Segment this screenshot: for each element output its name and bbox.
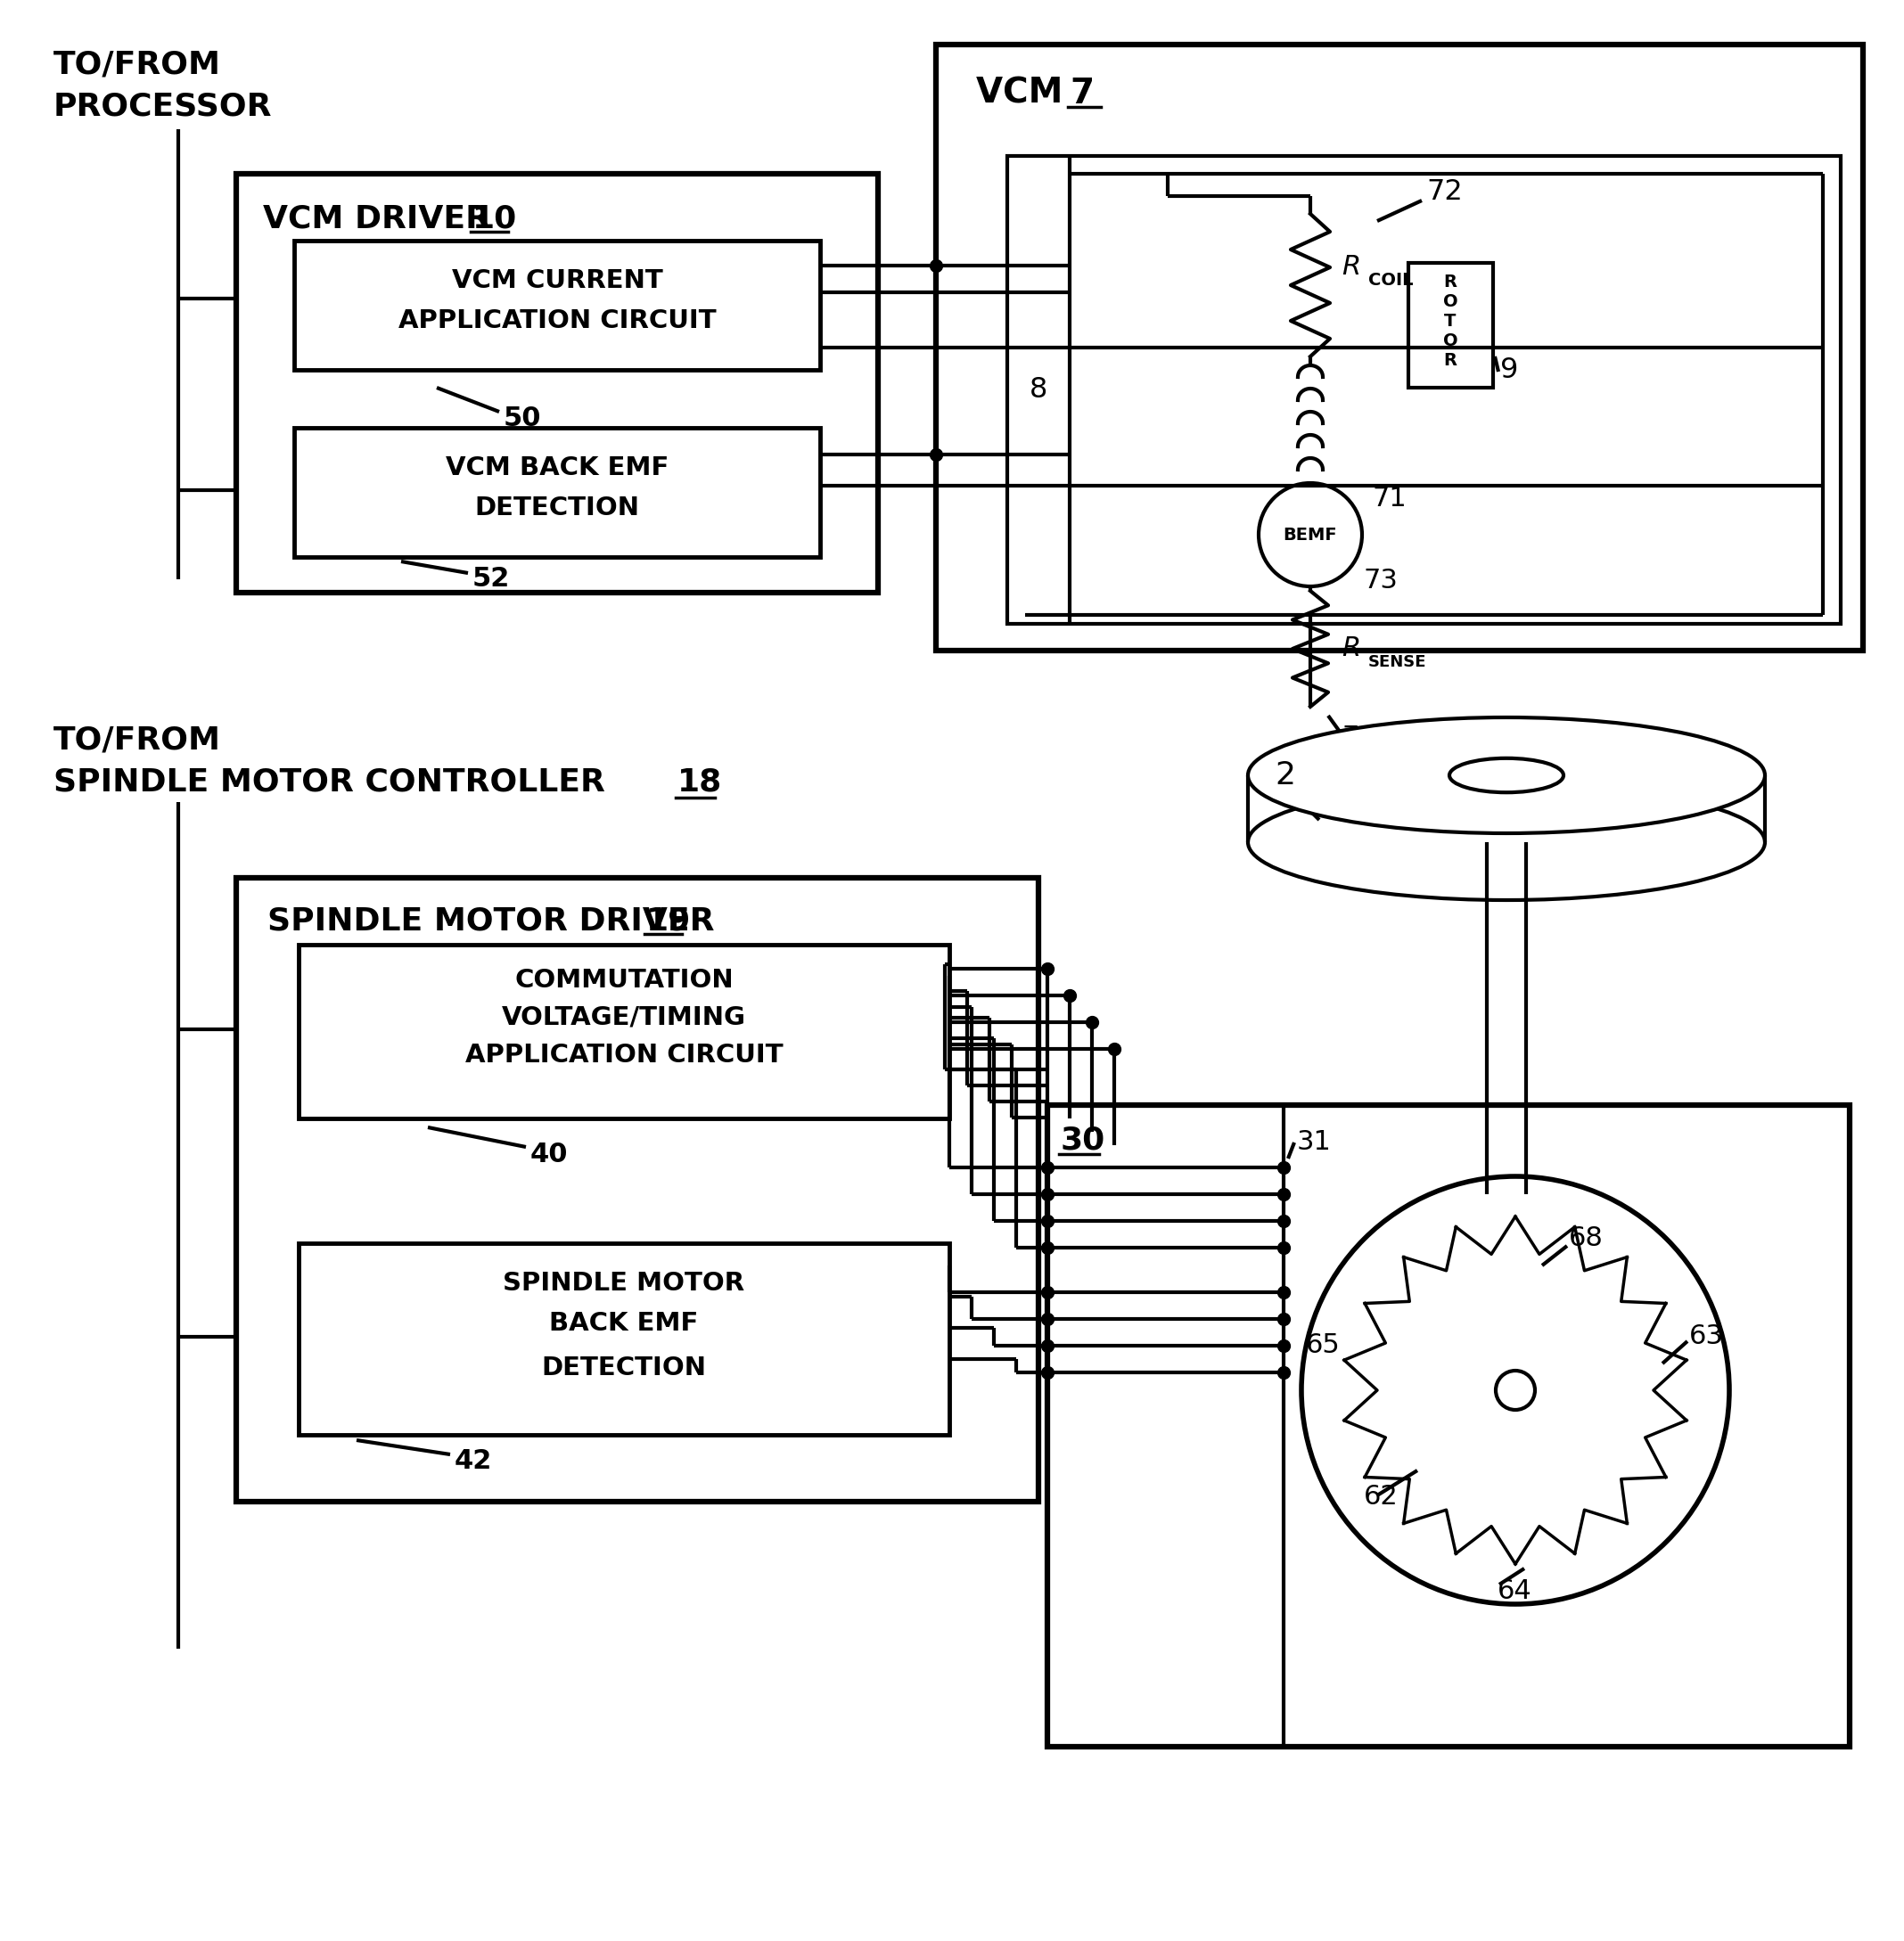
Text: TO/FROM: TO/FROM	[53, 724, 221, 755]
Text: 18: 18	[678, 767, 722, 798]
Text: 68: 68	[1569, 1227, 1603, 1252]
Text: 8: 8	[1030, 377, 1047, 404]
Text: 70: 70	[1342, 726, 1377, 751]
Text: T: T	[1445, 313, 1457, 330]
Text: 42: 42	[455, 1448, 493, 1475]
Text: 62: 62	[1363, 1485, 1398, 1510]
Text: 9: 9	[1500, 355, 1517, 384]
Text: COIL: COIL	[1369, 272, 1413, 289]
Text: 40: 40	[531, 1141, 567, 1167]
Text: 71: 71	[1373, 485, 1407, 512]
Bar	[937, 45, 1862, 650]
Text: VCM BACK EMF: VCM BACK EMF	[446, 456, 668, 479]
Text: VCM CURRENT: VCM CURRENT	[451, 268, 663, 293]
Text: 10: 10	[472, 204, 518, 233]
Bar	[299, 1242, 950, 1434]
Text: SPINDLE MOTOR: SPINDLE MOTOR	[503, 1271, 744, 1297]
Text: $R$: $R$	[1342, 254, 1359, 280]
Text: DETECTION: DETECTION	[541, 1355, 706, 1380]
Text: R: R	[1443, 274, 1457, 291]
Text: O: O	[1443, 293, 1458, 311]
Bar	[1047, 1104, 1849, 1747]
Text: 30: 30	[1061, 1126, 1106, 1157]
Bar	[236, 175, 878, 592]
Bar	[299, 945, 950, 1118]
Ellipse shape	[1247, 718, 1765, 833]
Text: SENSE: SENSE	[1369, 654, 1426, 670]
Text: TO/FROM: TO/FROM	[53, 49, 221, 80]
Text: VCM DRIVER: VCM DRIVER	[263, 204, 501, 233]
Bar	[1007, 155, 1841, 623]
Text: SPINDLE MOTOR CONTROLLER: SPINDLE MOTOR CONTROLLER	[53, 767, 605, 798]
Bar	[293, 241, 821, 371]
Text: DETECTION: DETECTION	[474, 495, 640, 520]
Bar	[236, 877, 1038, 1502]
Text: 19: 19	[645, 905, 691, 936]
Text: 63: 63	[1689, 1324, 1723, 1349]
Text: COMMUTATION: COMMUTATION	[514, 969, 733, 992]
Ellipse shape	[1449, 759, 1563, 792]
Text: VCM: VCM	[977, 76, 1076, 111]
Text: $R$: $R$	[1342, 637, 1359, 662]
Text: O: O	[1443, 332, 1458, 349]
Text: 72: 72	[1426, 179, 1462, 206]
Text: 64: 64	[1498, 1578, 1533, 1603]
Text: 2: 2	[1274, 761, 1295, 790]
Text: BEMF: BEMF	[1283, 526, 1337, 543]
Bar	[1409, 262, 1493, 388]
Text: 7: 7	[1070, 76, 1093, 111]
Bar	[293, 427, 821, 557]
Text: BACK EMF: BACK EMF	[550, 1310, 699, 1335]
Text: R: R	[1443, 353, 1457, 369]
Text: 52: 52	[472, 567, 510, 592]
Text: APPLICATION CIRCUIT: APPLICATION CIRCUIT	[465, 1042, 783, 1068]
Text: 73: 73	[1363, 569, 1398, 594]
Ellipse shape	[1247, 784, 1765, 901]
Text: APPLICATION CIRCUIT: APPLICATION CIRCUIT	[398, 309, 716, 334]
Text: VOLTAGE/TIMING: VOLTAGE/TIMING	[503, 1005, 746, 1031]
Text: 31: 31	[1297, 1130, 1331, 1155]
Text: 65: 65	[1306, 1333, 1340, 1359]
Text: SPINDLE MOTOR DRIVER: SPINDLE MOTOR DRIVER	[267, 905, 725, 936]
Text: PROCESSOR: PROCESSOR	[53, 91, 272, 122]
Text: 50: 50	[505, 406, 541, 431]
